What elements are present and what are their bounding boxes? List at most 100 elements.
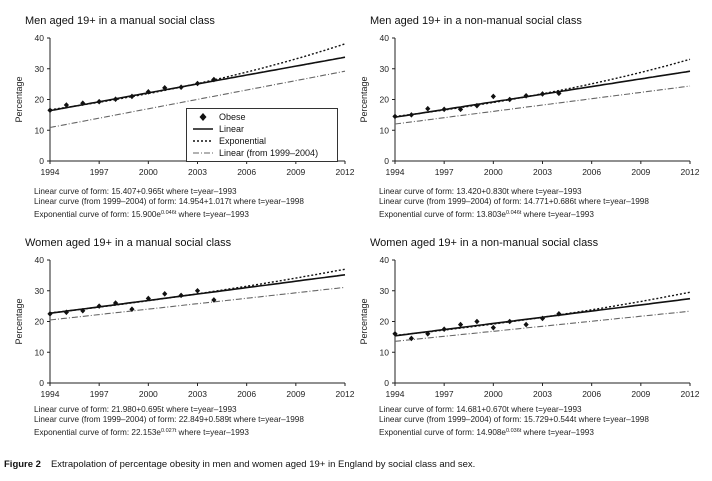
data-point-obese xyxy=(211,76,217,83)
x-tick-label: 2009 xyxy=(286,167,305,177)
x-tick-label: 1997 xyxy=(435,389,454,399)
data-point-obese xyxy=(211,297,217,303)
equation-exp-prefix: Exponential curve of form: 15.900e xyxy=(34,209,161,219)
legend-item-linear: Linear xyxy=(193,123,244,135)
y-tick-label: 20 xyxy=(380,95,390,105)
x-tick-label: 2003 xyxy=(188,167,207,177)
diamond-marker-icon xyxy=(193,111,213,123)
x-tick-label: 2000 xyxy=(139,389,158,399)
data-point-obese xyxy=(474,318,480,325)
legend-item-exponential: Exponential xyxy=(193,135,266,147)
data-point-obese xyxy=(145,295,151,302)
data-point-obese xyxy=(162,291,168,297)
series-line-linear-from-1999-2004 xyxy=(49,286,346,321)
equations-women-manual: Linear curve of form: 21.980+0.695t wher… xyxy=(34,405,304,438)
series-line-exponential xyxy=(394,291,691,337)
x-tick-label: 2006 xyxy=(582,167,601,177)
data-point-obese xyxy=(112,96,119,102)
panel-women-non-manual: Women aged 19+ in a non-manual social cl… xyxy=(345,228,701,456)
x-tick-label: 1994 xyxy=(386,389,405,399)
data-point-obese xyxy=(178,292,184,299)
caption-label: Figure 2 xyxy=(4,459,41,470)
data-point-obese xyxy=(474,102,480,109)
equation-linear: Linear curve of form: 15.407+0.965t wher… xyxy=(34,187,237,196)
legend-item-obese: Obese xyxy=(193,111,246,123)
equation-linear-recent: Linear curve (from 1999–2004) of form: 1… xyxy=(34,197,304,207)
y-tick-label: 30 xyxy=(35,286,45,296)
x-tick-label: 2000 xyxy=(484,167,503,177)
figure-caption: Figure 2 Extrapolation of percentage obes… xyxy=(4,459,475,470)
equation-exp-exponent: 0.046t xyxy=(505,209,522,216)
data-point-obese xyxy=(539,91,546,97)
data-point-obese xyxy=(162,85,168,91)
panel-women-manual: Women aged 19+ in a manual social class 0… xyxy=(0,228,356,456)
x-tick-label: 1997 xyxy=(435,167,454,177)
data-point-obese xyxy=(129,93,135,100)
equation-exp-suffix: where t=year–1993 xyxy=(521,427,594,437)
y-axis-label: Percentage xyxy=(14,298,24,344)
data-point-obese xyxy=(63,102,69,108)
dash-dot-line-icon xyxy=(193,147,213,159)
chart-women-non-manual: Women aged 19+ in a non-manual social cl… xyxy=(359,237,700,399)
equation-linear-recent: Linear curve (from 1999–2004) of form: 2… xyxy=(34,415,304,425)
chart-title: Men aged 19+ in a non-manual social clas… xyxy=(370,15,582,27)
equation-exponential: Exponential curve of form: 13.803e0.046t… xyxy=(379,208,649,220)
series-line-linear-from-1999-2004 xyxy=(49,70,346,129)
data-point-obese xyxy=(178,84,184,90)
data-point-obese xyxy=(507,96,513,103)
equation-exp-suffix: where t=year–1993 xyxy=(176,209,249,219)
data-point-obese xyxy=(63,309,69,316)
data-point-obese xyxy=(392,331,398,337)
equation-linear: Linear curve of form: 13.420+0.830t wher… xyxy=(379,187,582,196)
legend: Obese Linear Exponential Linear (from 19… xyxy=(186,108,338,162)
data-point-obese xyxy=(47,107,53,114)
x-tick-label: 2003 xyxy=(533,167,552,177)
equation-linear: Linear curve of form: 21.980+0.695t wher… xyxy=(34,405,237,414)
equations-women-non-manual: Linear curve of form: 14.681+0.670t wher… xyxy=(379,405,649,438)
equation-exp-prefix: Exponential curve of form: 22.153e xyxy=(34,427,161,437)
data-point-obese xyxy=(96,98,102,105)
x-tick-label: 2003 xyxy=(533,389,552,399)
y-tick-label: 10 xyxy=(380,125,390,135)
data-point-obese xyxy=(425,105,431,112)
data-point-obese xyxy=(112,300,119,306)
chart-women-manual: Women aged 19+ in a manual social class 0… xyxy=(14,237,355,399)
y-tick-label: 0 xyxy=(384,156,389,166)
chart-title: Women aged 19+ in a non-manual social cl… xyxy=(370,237,599,249)
y-tick-label: 10 xyxy=(35,125,45,135)
equations-men-non-manual: Linear curve of form: 13.420+0.830t wher… xyxy=(379,187,649,220)
y-tick-label: 10 xyxy=(380,347,390,357)
x-tick-label: 2006 xyxy=(582,389,601,399)
series-line-exponential xyxy=(394,58,691,118)
data-point-obese xyxy=(523,321,529,328)
equations-men-manual: Linear curve of form: 15.407+0.965t wher… xyxy=(34,187,304,220)
equation-exponential: Exponential curve of form: 15.900e0.046t… xyxy=(34,208,304,220)
x-tick-label: 2012 xyxy=(681,167,700,177)
chart-title: Women aged 19+ in a manual social class xyxy=(25,237,232,249)
data-point-obese xyxy=(441,106,447,113)
series-line-linear-from-1999-2004 xyxy=(394,85,691,125)
series-line-exponential xyxy=(49,43,346,111)
equation-exponential: Exponential curve of form: 14.908e0.036t… xyxy=(379,426,649,438)
data-point-obese xyxy=(539,315,546,322)
equation-linear-recent: Linear curve (from 1999–2004) of form: 1… xyxy=(379,197,649,207)
data-point-obese xyxy=(490,93,496,100)
x-tick-label: 2012 xyxy=(336,389,355,399)
x-tick-label: 2003 xyxy=(188,389,207,399)
equation-exp-prefix: Exponential curve of form: 13.803e xyxy=(379,209,506,219)
y-axis-label: Percentage xyxy=(359,298,369,344)
x-tick-label: 2009 xyxy=(631,167,650,177)
x-tick-label: 2006 xyxy=(237,167,256,177)
x-tick-label: 2009 xyxy=(286,389,305,399)
y-tick-label: 40 xyxy=(35,33,45,43)
x-tick-label: 2012 xyxy=(681,389,700,399)
y-tick-label: 30 xyxy=(380,64,390,74)
y-tick-label: 20 xyxy=(380,317,390,327)
data-point-obese xyxy=(392,113,398,120)
x-tick-label: 1994 xyxy=(41,167,60,177)
x-tick-label: 1997 xyxy=(90,389,109,399)
x-tick-label: 2000 xyxy=(139,167,158,177)
series-line-linear-from-1999-2004 xyxy=(394,310,691,342)
solid-line-icon xyxy=(193,123,213,135)
